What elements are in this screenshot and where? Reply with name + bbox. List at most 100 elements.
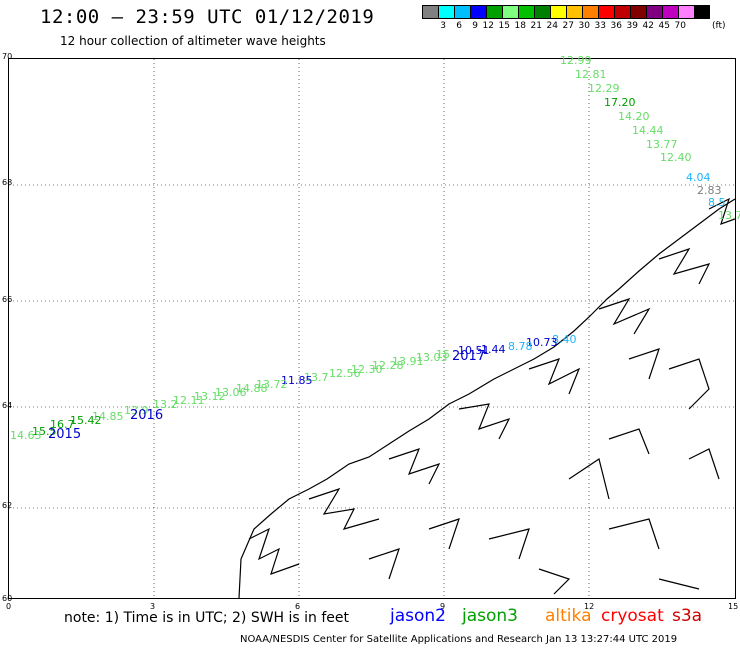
color-scale-tick: 27 <box>562 21 574 31</box>
legend-jason2: jason2 <box>390 606 446 626</box>
wave-height-label: 13.91 <box>392 355 424 368</box>
wave-height-label: 14.20 <box>618 110 650 123</box>
wave-height-label: 12.99 <box>560 54 592 67</box>
wave-height-label: 13.72 <box>256 378 288 391</box>
color-scale-tick: 3 <box>440 21 446 31</box>
coastline-svg <box>9 59 736 599</box>
color-label-spacer <box>422 21 430 31</box>
wave-height-label: 1.44 <box>481 343 506 356</box>
wave-height-label: 13.7 <box>718 209 740 222</box>
legend-altika: altika <box>545 606 592 626</box>
wave-height-label: 15.42 <box>70 414 102 427</box>
wave-height-label: 12.28 <box>372 359 404 372</box>
color-scale-tick: 6 <box>456 21 462 31</box>
color-swatch <box>582 5 598 19</box>
legend-cryosat: cryosat <box>601 606 664 626</box>
norway-coastline <box>238 197 736 599</box>
footer-note: note: 1) Time is in UTC; 2) SWH is in fe… <box>64 610 350 626</box>
lon-label-3: 3 <box>150 602 156 611</box>
color-swatch <box>438 5 454 19</box>
color-swatch <box>550 5 566 19</box>
color-swatch <box>422 5 438 19</box>
wave-height-label: 15 <box>436 348 450 361</box>
color-scale-tick: 15 <box>498 21 510 31</box>
pass-label-2015: 2015 <box>48 427 82 442</box>
wave-height-label: 8.5 <box>708 196 726 209</box>
wave-height-label: 13.2 <box>153 398 178 411</box>
color-swatch <box>486 5 502 19</box>
color-scale-labels: 3 6 9 12 15 18 21 24 27 30 33 36 39 42 45 70 <box>422 21 686 31</box>
color-scale-tick: 18 <box>514 21 526 31</box>
lon-label-12: 12 <box>584 602 595 611</box>
lat-label-62: 62 <box>2 501 13 510</box>
color-scale-unit: (ft) <box>712 21 726 31</box>
footer-credit: NOAA/NESDIS Center for Satellite Applica… <box>240 634 678 645</box>
lon-label-6: 6 <box>295 602 301 611</box>
color-swatch <box>518 5 534 19</box>
wave-height-label: 10.73 <box>526 336 558 349</box>
wave-height-label: 12.81 <box>575 68 607 81</box>
map-title: 12:00 – 23:59 UTC 01/12/2019 <box>40 6 375 28</box>
color-scale-tick: 21 <box>530 21 542 31</box>
wave-height-label: 13.12 <box>194 390 226 403</box>
wave-height-label: 14.88 <box>236 382 268 395</box>
color-swatch <box>630 5 646 19</box>
color-scale-tick: 42 <box>642 21 654 31</box>
lat-label-70: 70 <box>2 52 13 61</box>
wave-height-label: 2.83 <box>697 184 722 197</box>
wave-height-label: 14.85 <box>92 410 124 423</box>
pass-label-2017: 2017 <box>452 349 486 364</box>
wave-height-label: 12.30 <box>351 363 383 376</box>
color-scale-tick: 39 <box>626 21 638 31</box>
wave-height-label: 13.7 <box>304 371 329 384</box>
wave-height-label: 12.40 <box>660 151 692 164</box>
wave-height-label: 10.51 <box>458 344 490 357</box>
wave-height-label: 14.44 <box>632 124 664 137</box>
lat-lon-grid <box>9 59 735 598</box>
color-scale-tick: 24 <box>546 21 558 31</box>
wave-height-label: 13.77 <box>646 138 678 151</box>
color-swatch <box>566 5 582 19</box>
color-scale-tick: 45 <box>658 21 670 31</box>
color-swatch <box>534 5 550 19</box>
color-swatch <box>662 5 678 19</box>
wave-height-label: 13.06 <box>215 386 247 399</box>
color-scale-tick: 70 <box>674 21 686 31</box>
wave-height-map <box>8 58 736 599</box>
wave-height-label: 4.04 <box>686 171 711 184</box>
color-swatch <box>678 5 694 19</box>
lat-label-68: 68 <box>2 178 13 187</box>
wave-height-label: 13.9 <box>124 404 149 417</box>
color-scale-tick: 9 <box>472 21 478 31</box>
wave-height-label: 11.85 <box>281 374 313 387</box>
color-scale-bar <box>422 5 710 19</box>
color-scale-tick: 36 <box>610 21 622 31</box>
map-subtitle: 12 hour collection of altimeter wave hei… <box>60 34 326 48</box>
legend-s3a: s3a <box>672 606 703 626</box>
lon-label-9: 9 <box>440 602 446 611</box>
lon-label-0: 0 <box>6 602 12 611</box>
color-swatch <box>694 5 710 19</box>
wave-height-label: 17.20 <box>604 96 636 109</box>
color-swatch <box>598 5 614 19</box>
wave-height-label: 13.03 <box>416 351 448 364</box>
pass-label-2016: 2016 <box>130 408 164 423</box>
lat-label-60: 60 <box>2 594 13 603</box>
wave-height-label: 14.63 <box>10 429 42 442</box>
wave-height-label: 12.29 <box>588 82 620 95</box>
lat-label-66: 66 <box>2 295 13 304</box>
color-scale-tick: 33 <box>594 21 606 31</box>
color-scale-tick: 12 <box>482 21 494 31</box>
wave-height-label: 8.40 <box>552 333 577 346</box>
legend-jason3: jason3 <box>462 606 518 626</box>
color-swatch <box>454 5 470 19</box>
color-scale-tick: 30 <box>578 21 590 31</box>
wave-height-label: 15.5 <box>32 425 57 438</box>
lat-label-64: 64 <box>2 401 13 410</box>
wave-height-label: 12.56 <box>329 367 361 380</box>
color-swatch <box>614 5 630 19</box>
wave-height-label: 8.78 <box>508 340 533 353</box>
wave-height-label: 16.7 <box>50 418 75 431</box>
lon-label-15: 15 <box>728 602 739 611</box>
color-swatch <box>502 5 518 19</box>
